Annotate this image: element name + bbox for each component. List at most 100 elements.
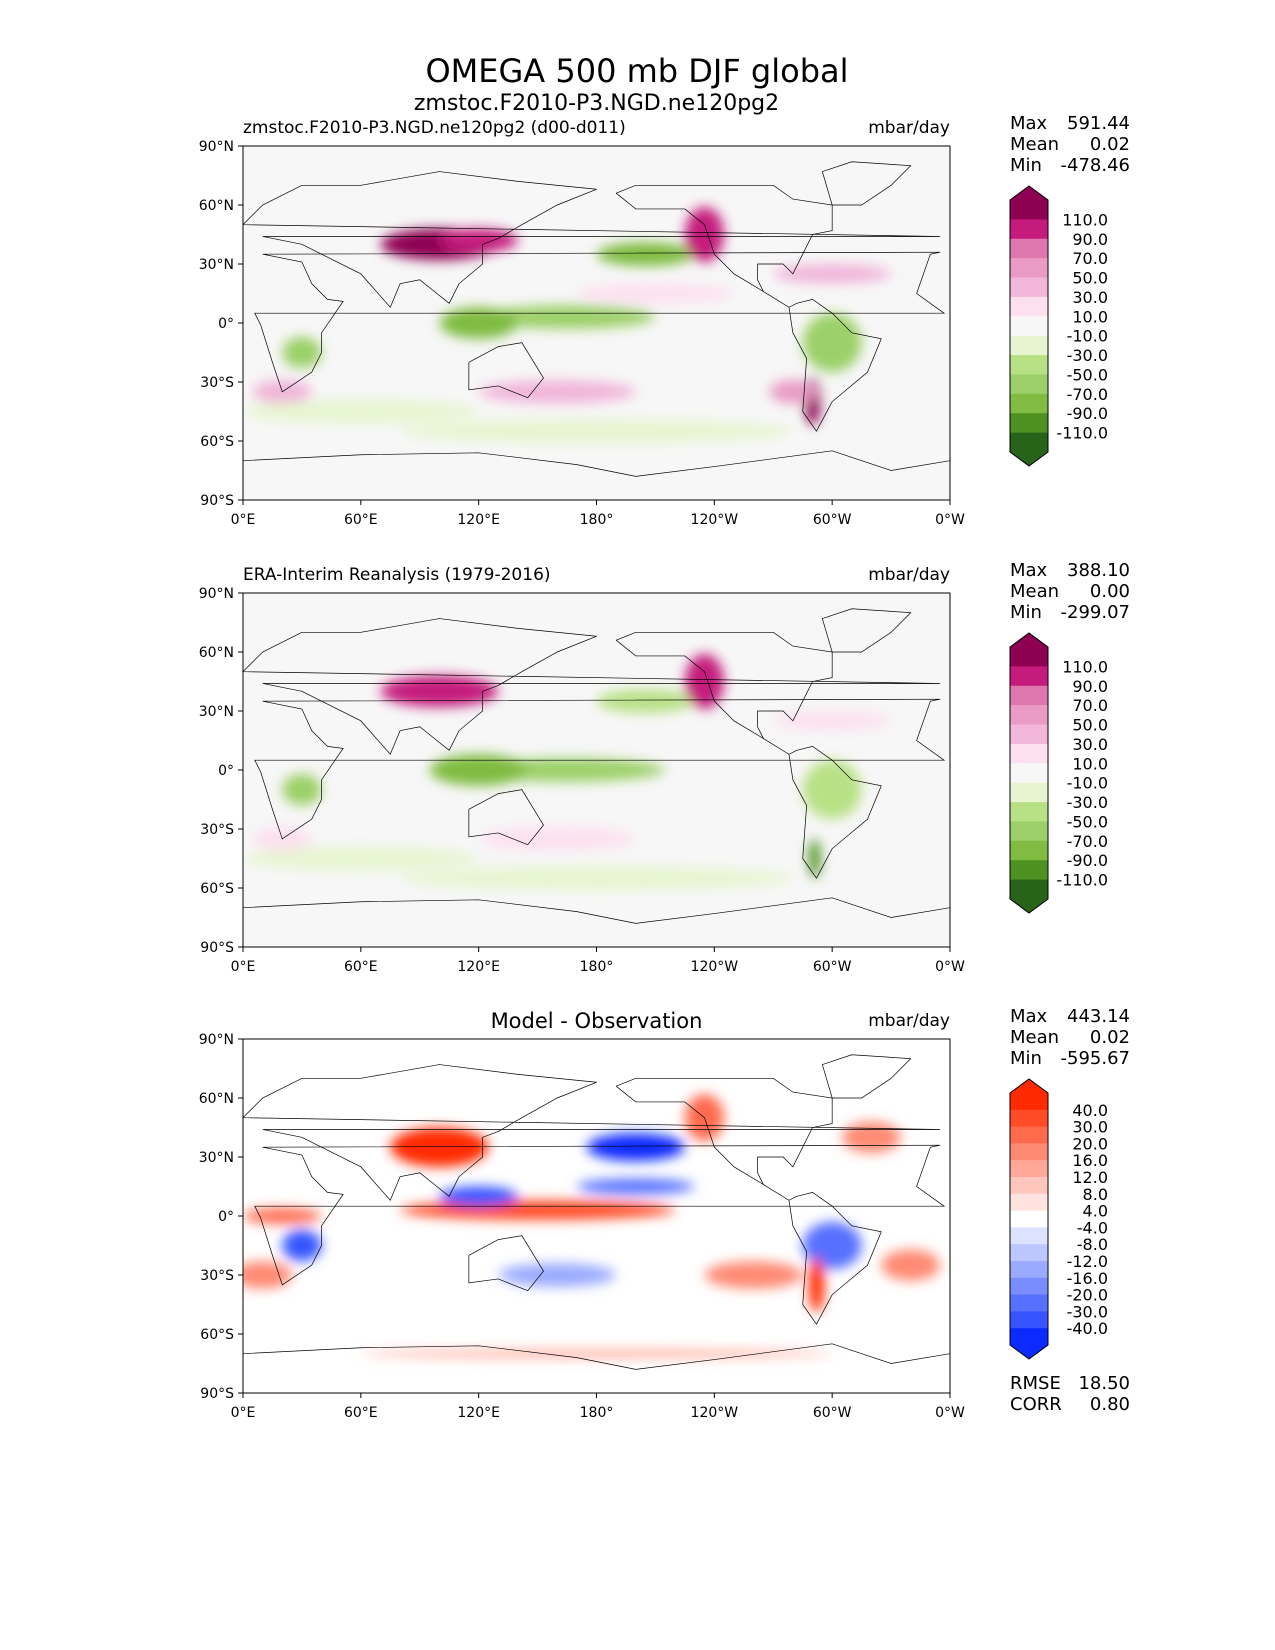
coastline <box>616 631 833 739</box>
colorbar-tick-label: 70.0 <box>1072 696 1108 715</box>
colorbar-bin <box>1010 258 1048 279</box>
colorbar-tick-label: -30.0 <box>1067 346 1108 365</box>
x-tick-label: 0°W <box>935 959 965 975</box>
coastline <box>616 184 833 292</box>
coastline <box>243 171 941 308</box>
y-tick-label: 30°N <box>199 257 234 273</box>
y-tick-label: 60°N <box>199 645 234 661</box>
coastline <box>615 639 882 879</box>
x-tick-label: 60°W <box>813 512 852 528</box>
contour-region <box>802 313 862 373</box>
stat-label-max: Max <box>1010 113 1048 134</box>
contour-region <box>380 675 499 708</box>
x-tick-label: 120°W <box>691 1405 739 1421</box>
x-tick-label: 0°E <box>231 512 256 528</box>
contour-region <box>439 228 518 253</box>
stat-value-min: -478.46 <box>1061 155 1130 176</box>
colorbar-tick-label: 20.0 <box>1072 1134 1108 1153</box>
coastline <box>468 342 544 399</box>
colorbar-tick-label: 70.0 <box>1072 249 1108 268</box>
colorbar-tick-label: -10.0 <box>1067 327 1108 346</box>
colorbar-extend-max <box>1010 633 1048 647</box>
stat-label-mean: Mean <box>1010 134 1059 155</box>
x-tick-label: 0°E <box>231 1405 256 1421</box>
colorbar-bin <box>1010 335 1048 356</box>
coastlines <box>243 1054 950 1370</box>
x-tick-label: 120°E <box>457 512 500 528</box>
colorbar: 110.090.070.050.030.010.0-10.0-30.0-50.0… <box>1009 185 1108 467</box>
colorbar-tick-label: -70.0 <box>1067 832 1108 851</box>
stat-value-min: -595.67 <box>1061 1048 1130 1069</box>
contour-region <box>808 838 821 879</box>
coastlines <box>243 608 950 924</box>
coastline <box>821 608 912 653</box>
contour-region <box>282 336 322 369</box>
x-tick-label: 60°E <box>344 959 378 975</box>
colorbar-tick-label: 30.0 <box>1072 288 1108 307</box>
y-tick-label: 0° <box>218 316 234 332</box>
stat-value-corr: 0.80 <box>1090 1394 1130 1415</box>
colorbar-bin <box>1010 802 1048 822</box>
colorbar-extend-max <box>1010 1079 1048 1093</box>
colorbar-bin <box>1010 821 1048 842</box>
x-tick-label: 120°W <box>691 512 739 528</box>
colorbar-bin <box>1010 1261 1048 1279</box>
coastline <box>243 1343 950 1370</box>
colorbar-tick-label: -12.0 <box>1067 1252 1108 1271</box>
colorbar-bin <box>1010 277 1048 298</box>
colorbar-tick-label: 16.0 <box>1072 1151 1108 1170</box>
map-panel-3: 0°E 60°E 120°E 180° 120°W 60°W 0°W 90°N 60°N 30°N… <box>199 1006 1130 1421</box>
stat-value-mean: 0.02 <box>1090 134 1130 155</box>
y-tick-label: 0° <box>218 1209 234 1225</box>
colorbar-tick-label: 90.0 <box>1072 230 1108 249</box>
x-tick-label: 120°E <box>457 1405 500 1421</box>
colorbar-tick-label: -110.0 <box>1056 871 1108 890</box>
y-tick-label: 0° <box>218 763 234 779</box>
colorbar-tick-label: -30.0 <box>1067 793 1108 812</box>
x-tick-label: 120°W <box>691 959 739 975</box>
colorbar: 40.030.020.016.012.08.04.0-4.0-8.0-12.0-… <box>1009 1078 1108 1360</box>
coastline <box>821 161 912 206</box>
contour-region <box>243 1261 293 1289</box>
colorbar-bin <box>1010 200 1048 220</box>
x-tick-label: 180° <box>580 1405 614 1421</box>
contour-region <box>243 1208 322 1224</box>
colorbar-bin <box>1010 705 1048 726</box>
y-tick-label: 30°S <box>200 822 234 838</box>
y-tick-label: 90°S <box>200 493 234 509</box>
contour-region <box>773 711 892 731</box>
coastlines <box>243 161 950 477</box>
contour-region <box>478 827 636 851</box>
panel-center-title: Model - Observation <box>491 1009 703 1033</box>
colorbar-bin <box>1010 1244 1048 1262</box>
x-tick-label: 60°E <box>344 512 378 528</box>
colorbar-tick-label: 10.0 <box>1072 307 1108 326</box>
stat-label-min: Min <box>1010 602 1042 623</box>
stat-label-mean: Mean <box>1010 1027 1059 1048</box>
coastline <box>615 1085 882 1325</box>
contour-region <box>400 419 793 443</box>
coastline <box>468 1235 544 1292</box>
stat-label-max: Max <box>1010 1006 1048 1027</box>
stat-label-min: Min <box>1010 1048 1042 1069</box>
colorbar-bin <box>1010 355 1048 375</box>
contour-region <box>841 1121 901 1154</box>
y-tick-label: 60°S <box>200 1327 234 1343</box>
x-tick-label: 0°W <box>935 1405 965 1421</box>
panel-left-title: ERA-Interim Reanalysis (1979-2016) <box>243 565 551 585</box>
contour-region <box>243 846 479 871</box>
contour-region <box>773 264 892 284</box>
stat-value-max: 591.44 <box>1067 113 1130 134</box>
contour-region <box>439 1186 518 1207</box>
colorbar-bin <box>1010 413 1048 434</box>
colorbar-bin <box>1010 238 1048 259</box>
contour-field <box>243 593 950 947</box>
panel-units: mbar/day <box>868 1011 950 1031</box>
contour-region <box>400 866 793 890</box>
stat-label-rmse: RMSE <box>1010 1373 1061 1394</box>
colorbar-bin <box>1010 1311 1048 1329</box>
x-tick-label: 0°W <box>935 512 965 528</box>
colorbar-bin <box>1010 666 1048 687</box>
panel-units: mbar/day <box>868 118 950 138</box>
colorbar-bin <box>1010 685 1048 706</box>
